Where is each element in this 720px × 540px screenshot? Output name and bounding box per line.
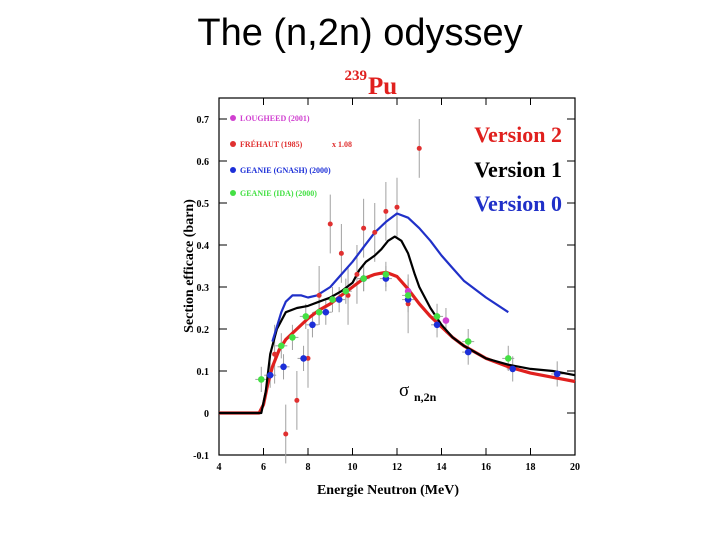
y-tick-label: 0.6	[197, 157, 210, 168]
point-geanie_ida	[257, 376, 265, 383]
point-geanie_ida	[360, 275, 367, 282]
point-frehaut	[394, 204, 400, 210]
chart-title: Pu	[368, 73, 397, 100]
point-frehaut	[305, 355, 311, 361]
x-tick-label: 10	[348, 462, 358, 473]
point-geanie_gnash	[280, 363, 287, 371]
x-tick-label: 6	[261, 462, 266, 473]
y-tick-label: 0	[204, 409, 209, 420]
point-frehaut	[416, 145, 422, 151]
legend-label-geanie-gnash: GEANIE (GNASH) (2000)	[240, 166, 331, 175]
x-tick-label: 16	[481, 462, 491, 473]
point-geanie_gnash	[309, 321, 316, 329]
curve-version0	[271, 212, 509, 342]
point-frehaut	[327, 221, 333, 227]
legend-marker-geanie-gnash	[230, 167, 236, 173]
y-axis-label: Section efficace (barn)	[182, 199, 197, 333]
legend-note-scale: x 1.08	[332, 140, 352, 149]
point-geanie_ida	[464, 338, 472, 345]
legend-versions: Version 2 Version 1 Version 0	[474, 122, 562, 216]
point-geanie_gnash	[266, 371, 274, 379]
point-geanie_ida	[289, 334, 296, 341]
sigma-subscript: n,2n	[414, 390, 437, 404]
point-lougheed	[442, 317, 450, 324]
point-geanie_ida	[433, 313, 441, 320]
point-geanie_ida	[342, 287, 350, 295]
legend-marker-geanie-ida	[230, 190, 236, 196]
data-points	[257, 145, 561, 437]
point-geanie_gnash	[335, 296, 343, 303]
point-geanie_gnash	[509, 365, 516, 373]
point-frehaut	[361, 225, 367, 231]
x-tick-label: 14	[437, 462, 447, 473]
point-geanie_ida	[315, 308, 323, 316]
x-tick-label: 20	[570, 462, 580, 473]
axis-ticks: 4 6 8 10 12 14 16 18 20 -0.1 0 0.1 0.2 0.3 0.4 0.5 0.6 0.…	[193, 98, 580, 473]
slide-title: The (n,2n) odyssey	[197, 12, 523, 54]
legend-experiments: LOUGHEED (2001) FRÉHAUT (1985) x 1.08 GE…	[230, 114, 352, 198]
point-frehaut	[272, 351, 278, 357]
point-geanie_gnash	[300, 355, 307, 362]
point-frehaut	[354, 271, 360, 277]
point-frehaut	[283, 431, 289, 437]
sigma-annotation: σ n,2n	[399, 380, 437, 404]
legend-version-2: Version 2	[474, 122, 562, 147]
y-tick-label: 0.7	[197, 115, 210, 126]
y-tick-label: 0.3	[197, 283, 210, 294]
x-tick-label: 4	[217, 462, 222, 473]
point-geanie_ida	[404, 292, 412, 299]
y-tick-label: 0.2	[197, 325, 210, 336]
point-geanie_gnash	[553, 370, 561, 378]
sigma-symbol: σ	[399, 380, 409, 401]
point-frehaut	[338, 250, 344, 256]
x-axis-label: Energie Neutron (MeV)	[317, 483, 459, 498]
y-tick-label: 0.5	[197, 199, 210, 210]
legend-marker-lougheed	[230, 115, 236, 121]
legend-version-1: Version 1	[474, 157, 562, 182]
point-frehaut	[294, 397, 300, 403]
legend-label-lougheed: LOUGHEED (2001)	[240, 114, 310, 123]
point-geanie_gnash	[464, 348, 472, 356]
point-frehaut	[383, 208, 389, 214]
point-frehaut	[372, 229, 378, 235]
point-frehaut	[316, 292, 322, 298]
x-tick-label: 18	[526, 462, 536, 473]
point-geanie_ida	[302, 313, 310, 320]
legend-marker-frehaut	[230, 141, 236, 147]
point-geanie_ida	[382, 271, 390, 278]
legend-label-geanie-ida: GEANIE (IDA) (2000)	[240, 189, 317, 198]
x-tick-label: 12	[392, 462, 402, 473]
point-geanie_ida	[504, 355, 512, 362]
point-geanie_ida	[278, 342, 285, 350]
x-tick-label: 8	[306, 462, 311, 473]
model-curves	[219, 212, 576, 415]
curve-version1	[219, 235, 576, 415]
chart-title-superscript: 239	[345, 68, 368, 84]
legend-version-0: Version 0	[474, 191, 562, 216]
legend-label-frehaut: FRÉHAUT (1985)	[240, 139, 303, 149]
y-tick-label: -0.1	[193, 451, 209, 462]
y-tick-label: 0.1	[197, 367, 210, 378]
y-tick-label: 0.4	[197, 241, 210, 252]
point-geanie_gnash	[433, 321, 441, 329]
point-geanie_ida	[329, 296, 336, 303]
point-geanie_gnash	[322, 308, 330, 316]
